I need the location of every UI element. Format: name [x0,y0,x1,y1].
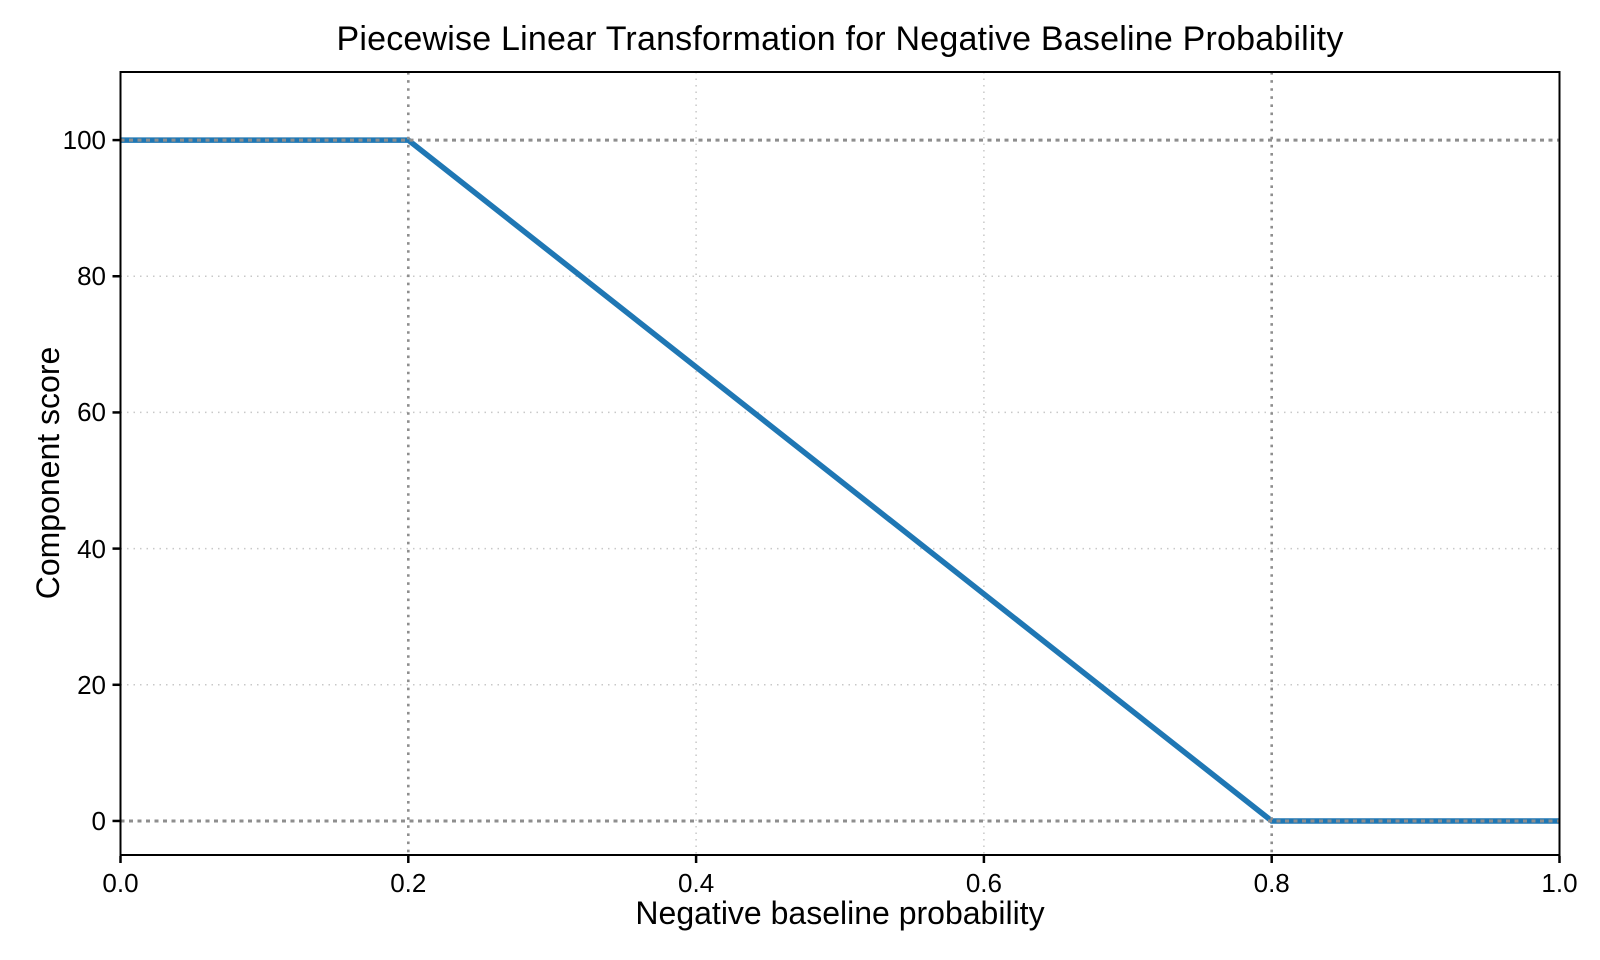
y-tick-label: 60 [77,397,106,428]
y-tick-label: 80 [77,261,106,292]
series-line [120,137,1560,824]
y-tick-label: 100 [62,125,106,156]
x-tick-label: 1.0 [1541,868,1578,898]
x-axis-label: Negative baseline probability [635,895,1045,931]
chart-title: Piecewise Linear Transformation for Nega… [336,20,1344,58]
y-tick-label: 40 [77,533,106,564]
x-tick-label: 0.8 [1253,868,1290,898]
x-tick-label: 0.4 [678,868,715,898]
x-tick-label: 0.6 [965,868,1002,898]
x-tick-label: 0.0 [102,868,139,898]
y-tick-label: 20 [77,669,106,700]
x-tick-label: 0.2 [390,868,427,898]
plot-border [119,71,1561,856]
y-tick-label: 0 [91,805,106,836]
